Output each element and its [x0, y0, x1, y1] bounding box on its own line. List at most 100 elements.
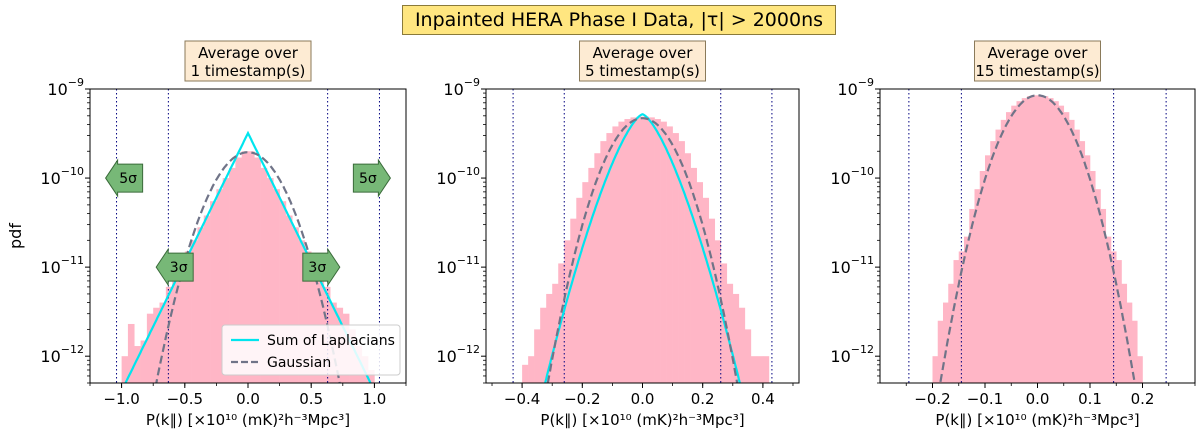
y-axis-label: pdf [6, 223, 25, 249]
histogram-bar [279, 201, 287, 383]
histogram-bar [564, 240, 571, 383]
x-tick-label: −0.4 [504, 390, 540, 408]
histogram-bar [311, 263, 318, 383]
x-tick-label: 0.0 [1026, 390, 1050, 408]
y-tick-label: 10−10 [436, 165, 480, 188]
histogram-bar [582, 182, 589, 383]
histogram-bar [744, 329, 752, 383]
histogram-bar [714, 240, 722, 383]
histogram-bar [606, 133, 613, 383]
histogram-bar [134, 346, 141, 383]
histogram-bar [273, 189, 280, 383]
x-tick-label: −0.5 [167, 390, 203, 408]
histogram-bar [1058, 105, 1065, 383]
x-tick-label: −0.1 [967, 390, 1003, 408]
histogram-bar [660, 121, 667, 383]
histogram-bar [203, 215, 211, 383]
panel-title-box [579, 40, 706, 82]
histogram-bar [285, 215, 293, 383]
histogram-bar [222, 178, 230, 383]
histogram-bar [248, 151, 255, 383]
x-axis-label: P(k∥) [×10¹⁰ (mK)²h⁻³Mpc³] [935, 411, 1139, 429]
x-tick-label: 1.0 [362, 390, 386, 408]
histogram-bar [990, 141, 996, 383]
histogram-bar [528, 356, 535, 383]
chart-panel-1: 5σ 5σ 3σ 3σ −1.0 −0.5 0.0 0.5 1.0 10−12 10−11 10−10… [6, 40, 407, 429]
histogram-bar [1105, 236, 1112, 383]
x-tick-label: 0.0 [236, 390, 260, 408]
histogram-bar [636, 116, 643, 383]
histogram-bar [184, 251, 192, 383]
legend-label: Sum of Laplacians [267, 333, 395, 349]
histogram-bar [732, 293, 740, 383]
x-tick-label: 0.1 [1078, 390, 1102, 408]
histogram-bar [1006, 112, 1012, 383]
figure-title: Inpainted HERA Phase I Data, |τ| > 2000n… [402, 5, 836, 35]
sigma-arrow [302, 247, 341, 287]
legend-label: Gaussian [267, 355, 331, 371]
histogram-bar [570, 218, 577, 383]
y-tick-label: 10−12 [40, 343, 84, 366]
y-tick-label: 10−9 [837, 76, 874, 99]
histogram-bar [1037, 95, 1044, 383]
histogram-bar [642, 116, 649, 383]
histogram-bar [146, 313, 154, 383]
histogram-bar [197, 227, 205, 383]
histogram-bar [1016, 101, 1023, 383]
histogram-bar [121, 356, 129, 383]
histogram-bar [292, 227, 299, 383]
histogram-bar [1074, 129, 1080, 383]
sigma-arrow [155, 247, 194, 287]
histogram-bar [522, 364, 529, 383]
panel-title-line: 5 timestamp(s) [585, 62, 700, 80]
histogram-bar [974, 189, 981, 383]
x-tick-label: 0.2 [1131, 390, 1155, 408]
histogram-bar [932, 356, 939, 383]
histogram-bar [594, 153, 601, 383]
panel-title-box [184, 40, 312, 82]
histogram-bar [666, 126, 673, 383]
histogram-bar [588, 167, 595, 383]
histogram-bar [937, 320, 944, 383]
x-tick-label: 0.0 [631, 390, 655, 408]
histogram-bar [702, 197, 710, 383]
chart-panel-3: −0.2 −0.1 0.0 0.1 0.2 10−12 10−11 10−10 10−9 P(k∥… [830, 40, 1196, 429]
histogram-bar [1027, 96, 1033, 383]
histogram-bar [266, 178, 274, 383]
histogram-bar [1116, 260, 1122, 383]
histogram-bar [1095, 189, 1101, 383]
histogram-bar [762, 356, 770, 383]
histogram-bar [165, 286, 173, 383]
panel-title-line: Average over [198, 44, 299, 62]
x-axis-label: P(k∥) [×10¹⁰ (mK)²h⁻³Mpc³] [540, 411, 744, 429]
histogram-bar [210, 201, 217, 383]
panel-title-box [974, 40, 1101, 82]
histogram-bar [540, 307, 547, 383]
histogram-bar [1021, 98, 1028, 383]
histogram-bar [1042, 96, 1049, 383]
histogram-bar [750, 356, 758, 383]
histogram-bar [672, 133, 679, 383]
histogram-bar [576, 197, 583, 383]
histogram-bar [172, 275, 179, 383]
histogram-bar [1090, 171, 1096, 383]
y-tick-label: 10−9 [47, 76, 84, 99]
x-tick-label: −0.2 [564, 390, 600, 408]
y-tick-label: 10−10 [830, 165, 874, 188]
histogram-bar [726, 283, 734, 383]
plot-area [512, 89, 773, 383]
histogram-bar [254, 157, 261, 383]
x-tick-label: 0.2 [691, 390, 715, 408]
histogram-bar [964, 236, 970, 383]
histogram-bar [953, 260, 960, 383]
histogram-bar [546, 293, 553, 383]
panel-title-line: Average over [988, 44, 1089, 62]
histogram-bar [612, 126, 619, 383]
x-tick-label: −1.0 [103, 390, 139, 408]
histogram-bar [1063, 112, 1070, 383]
histogram-bar [624, 119, 631, 383]
histogram-bar [1053, 101, 1059, 383]
histogram-bar [600, 141, 607, 383]
histogram-bar [696, 182, 703, 383]
